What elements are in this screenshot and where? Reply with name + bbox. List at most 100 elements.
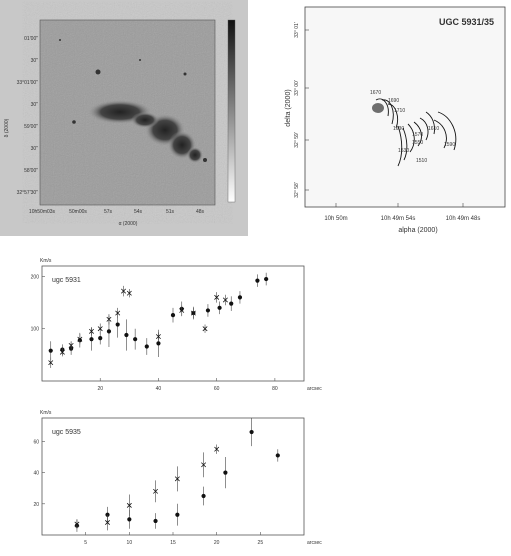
data-point-dot — [170, 313, 176, 318]
data-point-dot — [237, 295, 243, 300]
contour-x-ticks: 10h 50m 10h 49m 54s 10h 49m 48s — [324, 203, 480, 222]
x-tick-label: 15 — [170, 540, 176, 546]
data-point-dot — [106, 329, 112, 334]
chart-title: ugc 5931 — [52, 277, 81, 284]
x-tick-label: 20 — [214, 540, 220, 546]
data-point-cross — [121, 288, 126, 294]
contour-level-label: 1530 — [398, 148, 409, 154]
image-y-tick-label: 59'00" — [24, 124, 38, 130]
contour-level-label: 1630 — [393, 126, 404, 132]
contour-y-axis-label: delta (2000) — [285, 89, 292, 126]
contour-x-axis-label: alpha (2000) — [398, 227, 437, 234]
data-point-cross — [97, 326, 103, 332]
data-point-cross — [68, 342, 74, 348]
image-y-ticks: 01'00" 30" 33°01'00" 30" 59'00" 30" 58'00" 32°5… — [17, 36, 39, 196]
image-y-tick-label: 58'00" — [24, 168, 38, 174]
x-tick-label: 10 — [127, 540, 133, 546]
data-point-cross — [202, 326, 208, 332]
data-point-dot — [264, 276, 269, 282]
image-y-tick-label: 33°01'00" — [17, 80, 39, 86]
image-frame — [39, 19, 216, 206]
data-point-dot — [144, 344, 149, 349]
contour-y-tick-label: 32° 59' — [294, 132, 300, 148]
data-point-dot — [223, 470, 228, 475]
contour-level-label: 1590 — [444, 142, 455, 148]
chart-ugc5931-svg: Km/s arcsec ugc 5931 20 40 60 80 100 200 — [31, 258, 323, 392]
data-point-dot — [133, 337, 138, 342]
contour-x-tick-label: 10h 49m 54s — [381, 216, 416, 222]
data-point-dot — [229, 301, 234, 306]
image-x-axis-label: α (2000) — [119, 221, 138, 227]
contour-level-label: 1550 — [412, 140, 423, 146]
contour-level-label: 1510 — [416, 158, 427, 164]
y-axis-unit: Km/s — [40, 258, 52, 264]
data-point-cross — [222, 297, 228, 303]
contour-core — [372, 103, 384, 113]
y-tick-label: 60 — [33, 439, 39, 445]
contour-level-label: 1570 — [412, 132, 423, 138]
image-y-axis-label: δ (2000) — [4, 118, 10, 137]
field-stars — [59, 39, 207, 162]
x-tick-label: 40 — [156, 386, 162, 392]
colorbar — [227, 19, 236, 203]
data-point-cross — [155, 334, 161, 340]
data-point-dot — [124, 332, 129, 338]
contour-y-tick-label: 33° 01' — [294, 22, 300, 38]
data-point-cross — [105, 520, 110, 526]
image-y-tick-label: 32°57'30" — [17, 190, 39, 196]
y-tick-label: 100 — [31, 327, 40, 333]
chart-title: ugc 5935 — [52, 429, 81, 436]
galaxy-image — [88, 100, 203, 163]
image-x-tick-label: 10h50m03s — [29, 209, 56, 215]
optical-image-svg: 01'00" 30" 33°01'00" 30" 59'00" 30" 58'00" 32°5… — [4, 19, 236, 227]
optical-image-panel: 01'00" 30" 33°01'00" 30" 59'00" 30" 58'00" 32°5… — [0, 0, 248, 236]
chart-frame — [41, 417, 305, 536]
contour-level-label: 1690 — [388, 98, 399, 104]
rotation-curve-ugc5931: Km/s arcsec ugc 5931 20 40 60 80 100 200 — [0, 258, 511, 398]
data-point-cross — [153, 488, 159, 494]
x-tick-label: 25 — [258, 540, 264, 546]
y-tick-label: 40 — [33, 471, 39, 477]
data-point-dot — [249, 429, 254, 435]
data-point-dot — [275, 453, 280, 458]
x-axis-unit: arcsec — [307, 386, 322, 392]
x-tick-label: 80 — [272, 386, 278, 392]
image-x-tick-label: 54s — [134, 209, 143, 215]
data-point-dot — [156, 341, 161, 346]
image-x-tick-label: 51s — [166, 209, 175, 215]
data-point-dot — [115, 322, 120, 327]
chart-ugc5935-svg: Km/s arcsec ugc 5935 5 10 15 20 25 20 40 60 — [33, 410, 322, 546]
contour-level-label: 1710 — [394, 108, 405, 114]
data-point-cross — [115, 310, 121, 316]
x-axis-unit: arcsec — [307, 540, 322, 546]
data-point-cross — [179, 307, 185, 313]
rotation-curve-ugc5935: Km/s arcsec ugc 5935 5 10 15 20 25 20 40 60 — [0, 404, 511, 551]
data-point-cross — [214, 294, 220, 300]
contour-x-tick-label: 10h 50m — [324, 216, 347, 222]
contour-y-ticks: 33° 01' 33° 00' 32° 59' 32° 58' — [294, 22, 309, 198]
contour-level-label: 1610 — [428, 126, 439, 132]
data-point-cross — [201, 462, 207, 468]
data-point-cross — [77, 336, 83, 342]
image-x-tick-label: 57s — [104, 209, 113, 215]
data-point-cross — [126, 290, 132, 296]
data-point-dot — [201, 493, 206, 499]
data-point-dot — [127, 517, 132, 522]
image-y-tick-label: 30" — [31, 58, 39, 64]
data-point-cross — [106, 316, 112, 322]
data-point-cross — [214, 446, 220, 452]
data-point-dot — [255, 278, 260, 283]
contour-x-tick-label: 10h 49m 48s — [446, 216, 481, 222]
contour-frame — [304, 6, 506, 208]
data-point-cross — [89, 328, 94, 334]
data-point-dot — [98, 336, 103, 341]
image-x-tick-label: 50m00s — [69, 209, 87, 215]
image-x-tick-label: 48s — [196, 209, 205, 215]
galaxy-contours — [375, 98, 457, 167]
contour-title: UGC 5931/35 — [439, 17, 494, 27]
x-tick-label: 5 — [84, 540, 87, 546]
data-point-dot — [105, 512, 110, 517]
image-y-tick-label: 01'00" — [24, 36, 38, 42]
data-point-dot — [205, 308, 211, 313]
x-tick-label: 60 — [214, 386, 220, 392]
